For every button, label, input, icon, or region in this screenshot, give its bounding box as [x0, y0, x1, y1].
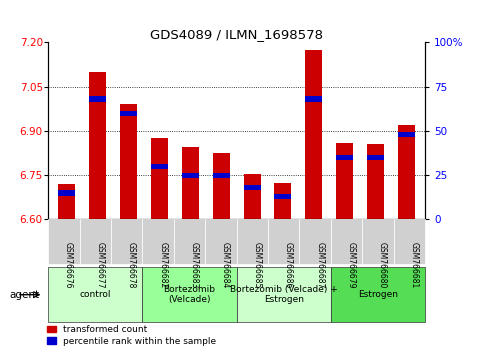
Text: Bortezomib (Velcade) +
Estrogen: Bortezomib (Velcade) + Estrogen — [230, 285, 338, 304]
Bar — [243, 174, 261, 219]
Bar — [305, 50, 322, 219]
Text: GSM766676: GSM766676 — [64, 241, 73, 288]
Bar — [89, 72, 106, 219]
Bar — [274, 183, 291, 219]
Bar — [398, 132, 415, 137]
Bar — [58, 190, 75, 195]
Text: GSM766687: GSM766687 — [315, 241, 324, 288]
Text: GSM766680: GSM766680 — [378, 241, 387, 288]
Bar — [398, 125, 415, 219]
Text: control: control — [80, 290, 111, 299]
Text: GSM766684: GSM766684 — [221, 241, 230, 288]
Bar — [182, 172, 199, 178]
Bar — [367, 144, 384, 219]
Text: GSM766681: GSM766681 — [410, 241, 418, 288]
Text: GSM766679: GSM766679 — [346, 241, 355, 288]
Text: GSM766677: GSM766677 — [96, 241, 104, 288]
Bar — [182, 147, 199, 219]
Title: GDS4089 / ILMN_1698578: GDS4089 / ILMN_1698578 — [150, 28, 323, 41]
Bar — [336, 143, 353, 219]
Bar — [274, 194, 291, 199]
Text: GSM766686: GSM766686 — [284, 241, 293, 288]
Bar — [58, 184, 75, 219]
Bar — [89, 96, 106, 102]
Bar — [151, 164, 168, 169]
Bar — [305, 96, 322, 102]
Bar — [120, 110, 137, 116]
Text: GSM766678: GSM766678 — [127, 241, 136, 288]
Text: GSM766683: GSM766683 — [189, 241, 199, 288]
Text: Bortezomib
(Velcade): Bortezomib (Velcade) — [164, 285, 215, 304]
Bar — [120, 104, 137, 219]
Bar — [243, 185, 261, 190]
Text: agent: agent — [10, 290, 40, 300]
Text: Estrogen: Estrogen — [358, 290, 398, 299]
Text: GSM766682: GSM766682 — [158, 241, 167, 288]
Bar — [151, 138, 168, 219]
Bar — [213, 153, 230, 219]
Text: GSM766685: GSM766685 — [252, 241, 261, 288]
Bar — [336, 155, 353, 160]
Bar — [213, 172, 230, 178]
Bar — [367, 155, 384, 160]
Legend: transformed count, percentile rank within the sample: transformed count, percentile rank withi… — [43, 321, 220, 349]
